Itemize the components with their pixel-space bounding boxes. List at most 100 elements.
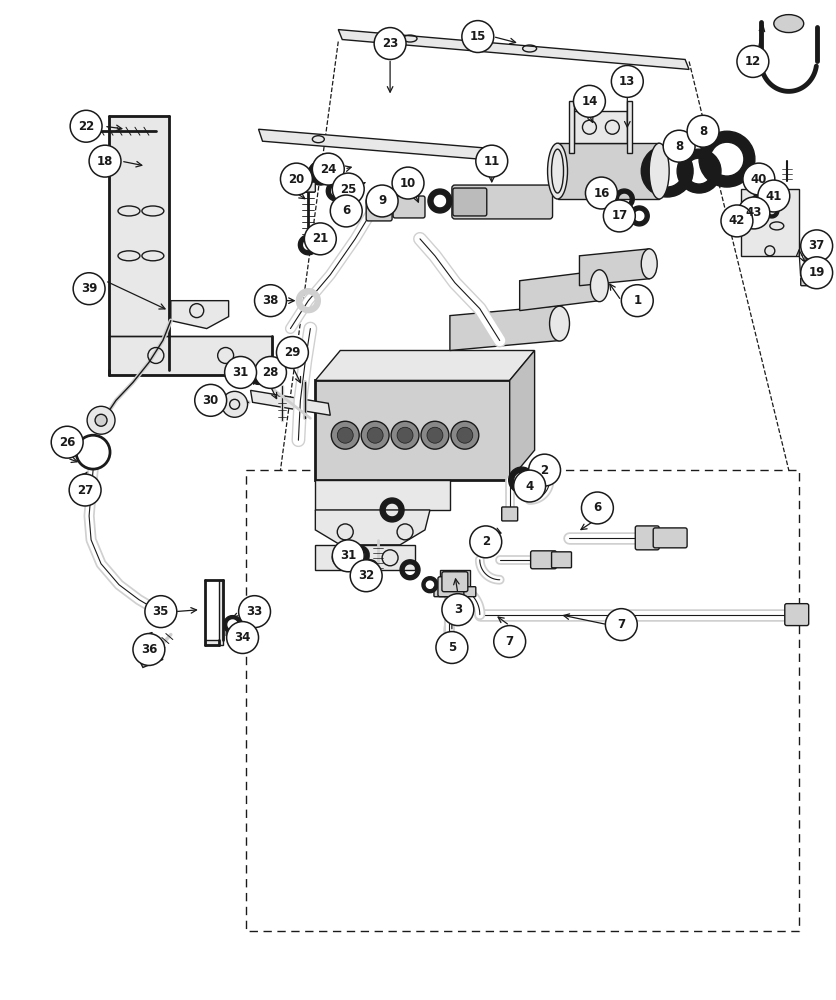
Circle shape [332, 173, 364, 205]
Circle shape [604, 200, 635, 232]
Polygon shape [205, 580, 222, 645]
Circle shape [70, 110, 102, 142]
Circle shape [95, 414, 107, 426]
Text: 23: 23 [382, 37, 398, 50]
Text: 8: 8 [675, 140, 683, 153]
Circle shape [476, 145, 507, 177]
Circle shape [421, 421, 449, 449]
Circle shape [366, 185, 398, 217]
Polygon shape [627, 101, 632, 153]
Text: 26: 26 [59, 436, 75, 449]
Text: 11: 11 [484, 155, 500, 168]
Polygon shape [251, 390, 330, 415]
Text: 43: 43 [746, 206, 762, 219]
Circle shape [280, 163, 313, 195]
Circle shape [227, 622, 258, 653]
Polygon shape [315, 510, 430, 545]
Circle shape [451, 421, 479, 449]
Text: 7: 7 [506, 635, 514, 648]
Polygon shape [574, 111, 627, 143]
Polygon shape [558, 143, 660, 199]
Polygon shape [569, 101, 574, 153]
FancyBboxPatch shape [434, 587, 476, 597]
Circle shape [758, 180, 790, 212]
Circle shape [738, 197, 770, 229]
Circle shape [461, 21, 494, 52]
Circle shape [801, 257, 833, 289]
Polygon shape [339, 30, 689, 69]
Text: 4: 4 [526, 480, 533, 493]
Circle shape [442, 594, 474, 626]
Circle shape [392, 167, 424, 199]
FancyBboxPatch shape [442, 572, 468, 592]
Polygon shape [315, 380, 510, 480]
Text: 31: 31 [232, 366, 249, 379]
FancyBboxPatch shape [302, 182, 315, 192]
Circle shape [494, 626, 526, 657]
FancyBboxPatch shape [552, 552, 572, 568]
Ellipse shape [774, 15, 803, 33]
FancyBboxPatch shape [785, 604, 808, 626]
Text: 3: 3 [454, 603, 462, 616]
Text: 2: 2 [541, 464, 548, 477]
Text: 8: 8 [699, 125, 707, 138]
Polygon shape [315, 480, 450, 510]
Circle shape [195, 384, 227, 416]
Circle shape [367, 427, 383, 443]
Circle shape [375, 28, 406, 59]
Text: 17: 17 [611, 209, 628, 222]
Circle shape [687, 115, 719, 147]
Polygon shape [171, 301, 228, 329]
Text: 10: 10 [400, 177, 416, 190]
Polygon shape [450, 306, 559, 350]
Polygon shape [520, 271, 599, 311]
Polygon shape [109, 336, 273, 375]
Polygon shape [510, 350, 534, 480]
Circle shape [337, 427, 354, 443]
Text: 27: 27 [77, 484, 94, 497]
Circle shape [87, 406, 115, 434]
Text: 37: 37 [808, 239, 825, 252]
Circle shape [69, 474, 101, 506]
Text: 28: 28 [263, 366, 278, 379]
Text: 32: 32 [358, 569, 375, 582]
Circle shape [304, 223, 336, 255]
Text: 35: 35 [153, 605, 169, 618]
Text: 7: 7 [617, 618, 625, 631]
Circle shape [73, 273, 105, 305]
Circle shape [391, 421, 419, 449]
Text: 29: 29 [284, 346, 301, 359]
Circle shape [737, 46, 769, 77]
Circle shape [225, 356, 257, 388]
Circle shape [721, 205, 753, 237]
Circle shape [573, 85, 605, 117]
Circle shape [427, 427, 443, 443]
Text: 16: 16 [594, 187, 609, 200]
Text: 36: 36 [140, 643, 157, 656]
Text: 1: 1 [633, 294, 641, 307]
Text: 12: 12 [745, 55, 761, 68]
Text: 34: 34 [234, 631, 251, 644]
Circle shape [801, 230, 833, 262]
Ellipse shape [650, 143, 669, 199]
Circle shape [89, 145, 121, 177]
Polygon shape [258, 129, 504, 161]
FancyBboxPatch shape [502, 507, 517, 521]
Polygon shape [315, 545, 415, 570]
Ellipse shape [590, 270, 609, 302]
FancyBboxPatch shape [635, 526, 660, 550]
Circle shape [254, 356, 287, 388]
Circle shape [528, 454, 560, 486]
Circle shape [133, 634, 165, 665]
Circle shape [621, 285, 653, 317]
Circle shape [254, 285, 287, 317]
Circle shape [585, 177, 617, 209]
Text: 9: 9 [378, 194, 386, 207]
Circle shape [238, 596, 271, 628]
Polygon shape [315, 350, 534, 380]
Text: 39: 39 [81, 282, 97, 295]
Circle shape [313, 153, 344, 185]
Text: 21: 21 [312, 232, 329, 245]
Circle shape [350, 560, 382, 592]
Circle shape [605, 609, 637, 641]
